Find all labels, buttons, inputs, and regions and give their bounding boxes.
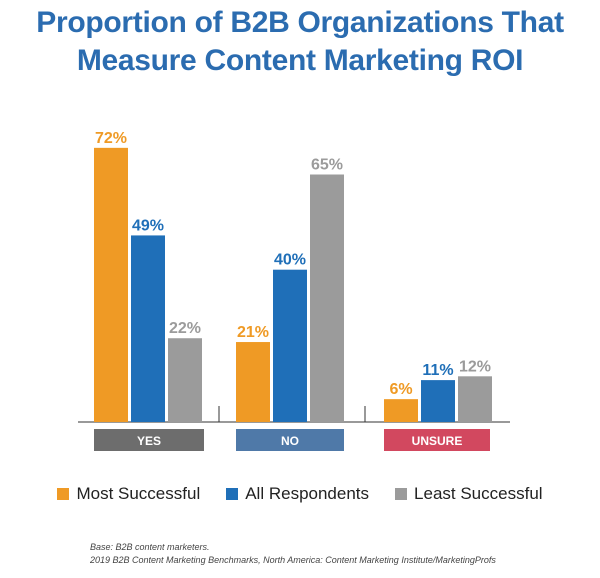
footnote: Base: B2B content marketers. 2019 B2B Co… bbox=[90, 541, 496, 567]
data-label-unsure-all-respondents: 11% bbox=[422, 362, 453, 379]
legend-label-least-successful: Least Successful bbox=[414, 484, 543, 503]
category-box-no bbox=[236, 429, 344, 451]
category-label-unsure: UNSURE bbox=[412, 434, 463, 448]
data-label-no-all-respondents: 40% bbox=[274, 252, 306, 269]
legend-swatch-most-successful bbox=[57, 488, 70, 500]
data-label-yes-all-respondents: 49% bbox=[132, 217, 164, 234]
legend-label-all-respondents: All Respondents bbox=[245, 484, 370, 503]
legend-item-all-respondents: All Respondents bbox=[226, 484, 369, 504]
bar-no-least-successful bbox=[310, 174, 344, 422]
data-label-no-least-successful: 65% bbox=[311, 157, 343, 174]
legend-item-most-successful: Most Successful bbox=[57, 484, 200, 504]
category-label-no: NO bbox=[281, 434, 299, 448]
data-label-yes-most-successful: 72% bbox=[95, 130, 127, 147]
footnote-source: 2019 B2B Content Marketing Benchmarks, N… bbox=[90, 555, 496, 565]
chart-title-line-2: Measure Content Marketing ROI bbox=[76, 44, 524, 77]
bar-unsure-all-respondents bbox=[421, 380, 455, 422]
category-label-yes: YES bbox=[137, 434, 161, 448]
bar-unsure-most-successful bbox=[384, 399, 418, 422]
chart-title: Proportion of B2B Organizations That Mea… bbox=[0, 4, 600, 80]
legend-swatch-all-respondents bbox=[226, 488, 239, 500]
bar-chart: 72% 49% 22% YES 21% 40% 65% NO 6% 11% 12% UNSURE bbox=[78, 130, 510, 451]
bar-yes-most-successful bbox=[94, 147, 128, 422]
legend: Most Successful All Respondents Least Su… bbox=[0, 484, 600, 504]
data-label-unsure-least-successful: 12% bbox=[459, 358, 491, 375]
bar-yes-least-successful bbox=[168, 338, 202, 422]
chart-title-line-1: Proportion of B2B Organizations That bbox=[36, 6, 564, 39]
data-label-yes-least-successful: 22% bbox=[169, 320, 201, 337]
data-label-unsure-most-successful: 6% bbox=[389, 381, 412, 398]
bar-no-all-respondents bbox=[273, 269, 307, 422]
category-box-unsure bbox=[384, 429, 490, 451]
footnote-base: Base: B2B content marketers. bbox=[90, 542, 210, 552]
legend-swatch-least-successful bbox=[395, 488, 408, 500]
bar-no-most-successful bbox=[236, 342, 270, 422]
bar-unsure-least-successful bbox=[458, 376, 492, 422]
legend-item-least-successful: Least Successful bbox=[395, 484, 543, 504]
bar-yes-all-respondents bbox=[131, 235, 165, 422]
category-box-yes bbox=[94, 429, 204, 451]
data-label-no-most-successful: 21% bbox=[237, 324, 269, 341]
legend-label-most-successful: Most Successful bbox=[76, 484, 201, 503]
